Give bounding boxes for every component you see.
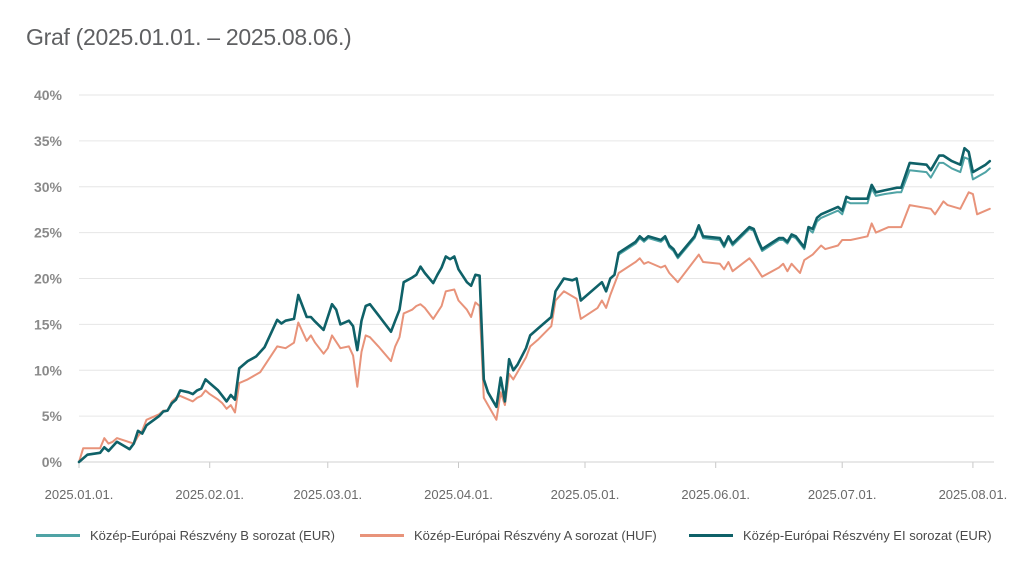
x-tick-label: 2025.05.01. bbox=[551, 487, 620, 502]
y-tick-label: 25% bbox=[34, 225, 63, 241]
y-tick-label: 20% bbox=[34, 271, 63, 287]
x-tick-label: 2025.06.01. bbox=[681, 487, 750, 502]
legend-swatch-ei-eur bbox=[689, 534, 733, 537]
legend-swatch-b-eur bbox=[36, 534, 80, 537]
x-tick-label: 2025.02.01. bbox=[175, 487, 244, 502]
y-tick-label: 15% bbox=[34, 316, 63, 332]
y-tick-label: 0% bbox=[42, 454, 63, 470]
legend: Közép-Európai Részvény B sorozat (EUR) K… bbox=[0, 528, 1024, 558]
legend-item-a-huf[interactable]: Közép-Európai Részvény A sorozat (HUF) bbox=[360, 528, 657, 543]
y-tick-label: 35% bbox=[34, 133, 63, 149]
y-tick-label: 10% bbox=[34, 362, 63, 378]
y-tick-label: 30% bbox=[34, 179, 63, 195]
x-tick-label: 2025.07.01. bbox=[808, 487, 877, 502]
x-tick-label: 2025.03.01. bbox=[293, 487, 362, 502]
x-tick-label: 2025.04.01. bbox=[424, 487, 493, 502]
grid-lines bbox=[79, 94, 994, 417]
series-line-2 bbox=[77, 146, 992, 464]
legend-label-a-huf: Közép-Európai Részvény A sorozat (HUF) bbox=[414, 528, 657, 543]
legend-swatch-a-huf bbox=[360, 534, 404, 537]
chart-title: Graf (2025.01.01. – 2025.08.06.) bbox=[26, 24, 352, 50]
series-lines bbox=[77, 146, 992, 464]
x-tick-label: 2025.08.01. bbox=[939, 487, 1008, 502]
legend-label-b-eur: Közép-Európai Részvény B sorozat (EUR) bbox=[90, 528, 335, 543]
legend-item-ei-eur[interactable]: Közép-Európai Részvény EI sorozat (EUR) bbox=[689, 528, 992, 543]
x-tick-label: 2025.01.01. bbox=[45, 487, 114, 502]
x-axis-ticks: 2025.01.01. 2025.02.01. 2025.03.01. 2025.04… bbox=[45, 462, 1008, 502]
y-tick-label: 5% bbox=[42, 408, 63, 424]
y-axis-ticks: 0% 5% 10% 15% 20% 25% 30% 35% 40% bbox=[34, 87, 63, 470]
legend-label-ei-eur: Közép-Európai Részvény EI sorozat (EUR) bbox=[743, 528, 992, 543]
legend-item-b-eur[interactable]: Közép-Európai Részvény B sorozat (EUR) bbox=[36, 528, 335, 543]
y-tick-label: 40% bbox=[34, 87, 63, 103]
